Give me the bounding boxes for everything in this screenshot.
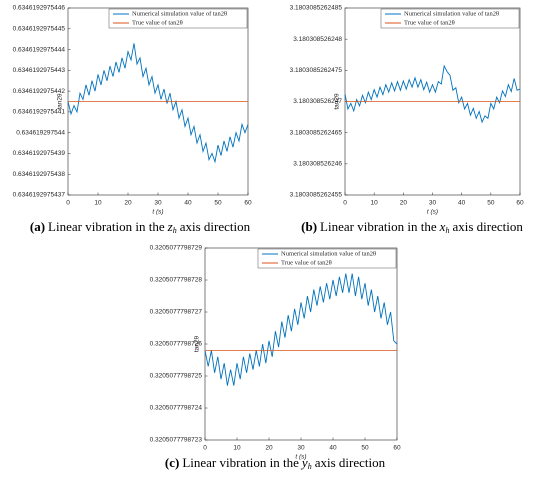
y-tick-label: 0.6346192975438 — [13, 171, 66, 178]
legend-label: True value of tan2θ — [404, 19, 455, 26]
caption-var: x — [439, 219, 446, 234]
y-tick-label: 0.3205077798726 — [150, 341, 203, 348]
y-tick-label: 3.180308526246 — [293, 161, 342, 168]
y-tick-label: 0.3205077798724 — [150, 405, 203, 412]
x-tick-label: 20 — [265, 445, 273, 452]
y-tick-label: 0.3205077798728 — [150, 277, 203, 284]
caption-tag: (a) — [30, 219, 45, 234]
x-axis-label: t (s) — [152, 209, 163, 216]
caption-var: y — [300, 455, 308, 470]
x-tick-label: 30 — [429, 200, 437, 207]
caption-text: Linear vibration in the — [182, 455, 299, 470]
y-tick-label: 0.6346192975441 — [13, 109, 66, 116]
caption-rest: axis direction — [315, 455, 386, 470]
y-tick-label: 0.3205077798725 — [150, 373, 203, 380]
legend-label: True value of tan2θ — [132, 19, 183, 26]
x-tick-label: 20 — [124, 200, 132, 207]
x-axis-label: t (s) — [295, 454, 306, 461]
y-axis-label: tan2θ — [334, 93, 341, 110]
x-tick-label: 40 — [184, 200, 192, 207]
y-tick-label: 0.6346192975437 — [13, 192, 66, 199]
series-line — [204, 273, 398, 386]
y-tick-label: 0.6346192975443 — [13, 67, 66, 74]
caption-text: Linear vibration in the — [48, 219, 165, 234]
caption-sub: h — [173, 226, 177, 235]
legend-label: Numerical simulation value of tan2θ — [404, 10, 499, 17]
legend-label: True value of tan2θ — [281, 259, 332, 266]
y-tick-label: 3.1803085262485 — [290, 5, 343, 12]
caption-tag: (b) — [301, 219, 317, 234]
x-tick-label: 10 — [371, 200, 379, 207]
caption-var: z — [167, 219, 173, 234]
legend-box — [380, 8, 520, 29]
caption-sub: h — [445, 226, 449, 235]
x-tick-label: 0 — [66, 200, 70, 207]
y-tick-label: 0.6346192975445 — [13, 26, 66, 33]
x-tick-label: 30 — [154, 200, 162, 207]
y-tick-label: 0.6346192975446 — [13, 5, 66, 12]
plot-area — [204, 247, 398, 441]
y-tick-label: 0.6346192975444 — [13, 46, 66, 53]
caption-text: Linear vibration in the — [320, 219, 437, 234]
y-tick-label: 0.3205077798729 — [150, 245, 203, 252]
x-tick-label: 40 — [329, 445, 337, 452]
caption-rest: axis direction — [452, 219, 523, 234]
x-tick-label: 50 — [214, 200, 222, 207]
legend-label: Numerical simulation value of tan2θ — [281, 250, 376, 257]
x-tick-label: 40 — [458, 200, 466, 207]
x-tick-label: 60 — [244, 200, 252, 207]
x-tick-label: 0 — [343, 200, 347, 207]
y-tick-label: 3.180308526247 — [293, 98, 342, 105]
y-tick-label: 0.3205077798723 — [150, 437, 203, 444]
legend-label: Numerical simulation value of tan2θ — [132, 10, 227, 17]
series-line — [67, 43, 249, 164]
x-tick-label: 50 — [361, 445, 369, 452]
caption: (c) Linear vibration in the yh axis directi… — [165, 455, 386, 471]
x-tick-label: 20 — [400, 200, 408, 207]
caption-sub: h — [308, 462, 312, 471]
y-tick-label: 0.634619297544 — [16, 129, 65, 136]
series-line — [344, 64, 521, 124]
y-tick-label: 3.1803085262455 — [290, 192, 343, 199]
x-tick-label: 60 — [516, 200, 524, 207]
caption-rest: axis direction — [180, 219, 251, 234]
y-tick-label: 3.180308526248 — [293, 36, 342, 43]
caption: (b) Linear vibration in the xh axis directi… — [301, 219, 523, 235]
x-tick-label: 30 — [297, 445, 305, 452]
y-tick-label: 0.6346192975439 — [13, 150, 66, 157]
caption-tag: (c) — [165, 455, 179, 470]
x-tick-label: 50 — [487, 200, 495, 207]
y-axis-label: tan2θ — [57, 93, 64, 110]
x-tick-label: 10 — [94, 200, 102, 207]
legend-box — [257, 248, 397, 269]
y-axis-label: tan2θ — [194, 335, 201, 352]
y-tick-label: 3.1803085262475 — [290, 67, 343, 74]
y-tick-label: 3.1803085262465 — [290, 129, 343, 136]
x-tick-label: 10 — [233, 445, 241, 452]
x-axis-label: t (s) — [427, 209, 438, 216]
caption: (a) Linear vibration in the zh axis directi… — [30, 219, 251, 235]
legend-box — [108, 8, 248, 29]
x-tick-label: 60 — [393, 445, 401, 452]
y-tick-label: 0.6346192975442 — [13, 88, 66, 95]
y-tick-label: 0.3205077798727 — [150, 309, 203, 316]
x-tick-label: 0 — [203, 445, 207, 452]
